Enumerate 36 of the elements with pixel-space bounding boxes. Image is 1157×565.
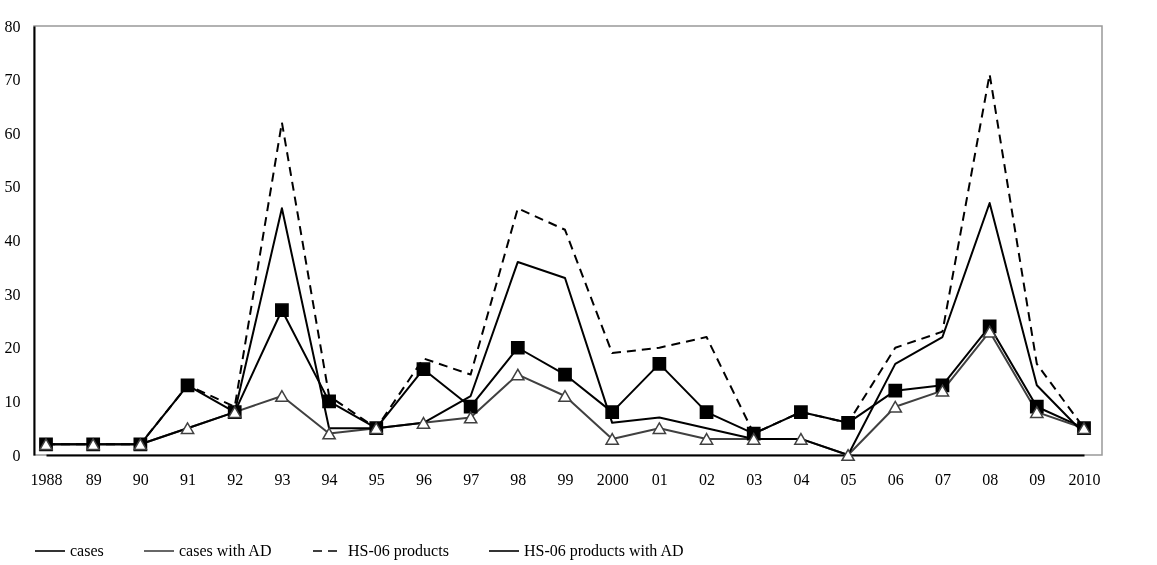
x-tick-label: 94 xyxy=(321,470,338,488)
x-tick-label: 06 xyxy=(887,470,904,488)
x-tick-label: 08 xyxy=(982,470,999,488)
x-tick-label: 93 xyxy=(274,470,291,488)
legend-label: HS-06 products xyxy=(348,542,449,560)
x-tick-label: 07 xyxy=(934,470,951,488)
x-tick-label: 96 xyxy=(415,470,432,488)
legend-label: cases xyxy=(70,542,104,559)
y-tick-label: 50 xyxy=(4,178,21,196)
x-tick-label: 98 xyxy=(510,470,527,488)
x-tick-label: 92 xyxy=(227,470,244,488)
x-tick-label: 91 xyxy=(180,470,197,488)
x-tick-label: 09 xyxy=(1029,470,1046,488)
x-tick-label: 1988 xyxy=(30,470,63,488)
x-tick-label: 01 xyxy=(651,470,668,488)
legend-label: HS-06 products with AD xyxy=(524,542,684,560)
x-tick-label: 2010 xyxy=(1068,470,1101,488)
x-tick-label: 90 xyxy=(132,470,149,488)
x-tick-label: 02 xyxy=(699,470,716,488)
y-tick-label: 70 xyxy=(4,71,21,89)
y-tick-label: 20 xyxy=(4,339,21,357)
x-tick-label: 99 xyxy=(557,470,574,488)
y-tick-label: 60 xyxy=(4,124,21,142)
x-tick-label: 2000 xyxy=(596,470,629,488)
x-tick-label: 89 xyxy=(85,470,102,488)
y-tick-label: 10 xyxy=(4,392,21,410)
y-tick-label: 80 xyxy=(4,17,21,35)
x-tick-label: 95 xyxy=(368,470,385,488)
y-tick-label: 30 xyxy=(4,285,21,303)
x-tick-label: 05 xyxy=(840,470,857,488)
x-tick-label: 97 xyxy=(463,470,480,488)
y-tick-label: 40 xyxy=(4,232,21,249)
legend-label: cases with AD xyxy=(179,542,272,559)
y-tick-label: 0 xyxy=(12,446,21,464)
x-tick-label: 04 xyxy=(793,470,810,488)
x-tick-label: 03 xyxy=(746,470,763,488)
